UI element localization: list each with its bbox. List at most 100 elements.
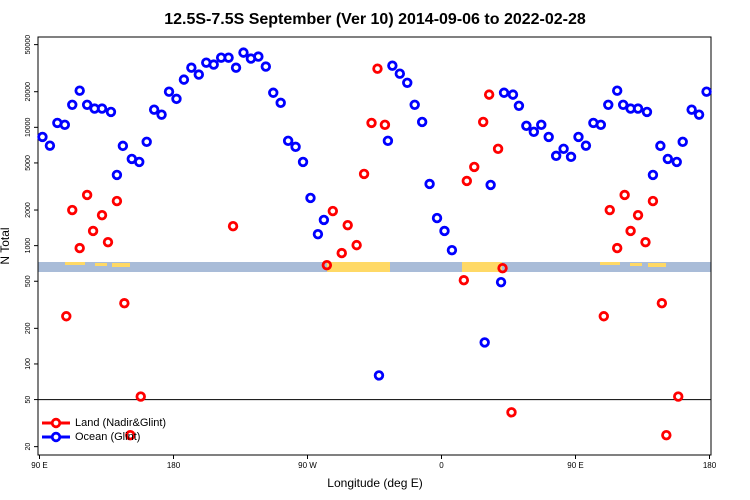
data-point [87,225,99,237]
data-point [507,89,519,100]
data-point [603,99,614,111]
data-point [193,69,205,80]
data-point [656,298,668,309]
x-tick-label: 180 [167,461,181,470]
data-point [238,47,249,58]
data-point [598,311,609,322]
data-point [495,276,507,288]
data-point [506,407,517,418]
y-tick-label: 20 [25,443,32,451]
x-tick-label: 180 [703,461,717,470]
data-point [305,192,316,204]
data-point [431,212,443,224]
data-point [647,195,659,207]
y-axis-label: N Total [0,227,12,264]
data-point [102,236,114,248]
data-point [134,156,145,168]
data-point [558,143,569,155]
x-tick-label: 90 E [567,461,583,470]
data-point [253,51,264,62]
data-point [647,169,659,181]
data-point [485,179,496,191]
y-tick-label: 50 [25,396,32,404]
data-point [550,150,562,162]
data-point [677,136,688,148]
y-tick-label: 2000 [25,202,32,218]
data-point [105,106,117,118]
data-point [351,239,362,251]
data-point [619,189,630,201]
y-tick-label: 5000 [25,155,32,171]
data-point [497,262,508,274]
data-point [528,126,540,138]
data-point [424,178,435,190]
data-point [686,104,697,115]
data-point [394,68,406,79]
chart-title: 12.5S-7.5S September (Ver 10) 2014-09-06… [164,11,586,28]
data-point [275,97,286,109]
data-point [446,244,458,256]
x-tick-label: 0 [439,461,444,470]
data-point [366,117,377,129]
data-point [44,140,56,151]
data-point [373,370,385,381]
data-point [74,242,85,254]
data-point [111,169,123,181]
data-point [125,429,136,441]
data-point [595,119,607,131]
legend-marker [50,417,62,429]
data-point [81,99,93,111]
y-tick-label: 20000 [25,82,32,102]
data-point [632,103,644,114]
data-point [409,99,420,111]
y-tick-label: 200 [25,322,32,334]
data-point [416,116,428,128]
data-point [268,87,279,98]
data-point [171,93,182,105]
y-tick-label: 1000 [25,238,32,254]
data-point [402,77,413,88]
data-point [156,109,167,120]
data-point [662,153,674,165]
data-point [701,86,712,97]
data-point [163,86,175,97]
data-point [342,219,353,231]
data-point [135,391,146,402]
data-point [387,60,398,71]
data-point [74,85,85,96]
data-point [37,131,48,143]
data-point [632,209,644,221]
data-point [580,140,592,151]
data-point [290,141,301,153]
data-point [469,161,480,173]
data-point [671,156,682,168]
data-point [312,228,324,240]
surface-strip [38,262,711,272]
data-point [141,136,152,148]
data-point [604,204,615,216]
legend-label: Land (Nadir&Glint) [75,417,166,429]
data-point [513,100,525,112]
data-point [498,87,510,98]
y-tick-label: 10000 [25,117,32,137]
x-tick-label: 90 E [31,461,47,470]
data-point [543,131,554,143]
data-point [336,247,347,259]
data-point [178,74,190,85]
data-point [117,140,129,152]
data-point [111,195,123,207]
data-point [119,298,130,309]
data-point [483,89,495,100]
data-point [358,168,370,180]
data-point [379,119,391,131]
data-point [318,214,330,226]
data-point [372,63,383,74]
data-point [625,225,636,237]
data-point [382,135,394,147]
data-point [67,204,78,216]
data-point [521,120,532,132]
data-point [655,140,666,152]
data-point [617,99,629,111]
data-point [661,429,672,441]
